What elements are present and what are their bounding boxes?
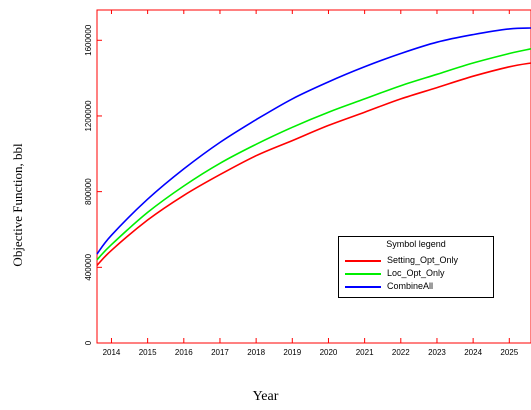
x-tick-label: 2021 [356, 348, 374, 357]
x-axis-label: Year [252, 389, 279, 404]
legend: Symbol legend Setting_Opt_Only Loc_Opt_O… [338, 236, 494, 298]
legend-swatch-setting-opt-only [345, 260, 381, 262]
series-line-setting-opt-only [96, 62, 531, 266]
x-tick-label: 2019 [283, 348, 301, 357]
x-tick-label: 2022 [392, 348, 410, 357]
x-tick-label: 2017 [211, 348, 229, 357]
y-tick-label: 1200000 [84, 100, 93, 132]
x-tick-label: 2020 [320, 348, 338, 357]
legend-label-loc-opt-only: Loc_Opt_Only [387, 268, 445, 278]
y-tick-label: 400000 [84, 253, 93, 280]
x-tick-label: 2015 [139, 348, 157, 357]
legend-title: Symbol legend [386, 239, 446, 249]
x-tick-label: 2018 [247, 348, 265, 357]
x-tick-label: 2023 [428, 348, 446, 357]
x-tick-label: 2016 [175, 348, 193, 357]
x-tick-label: 2014 [103, 348, 121, 357]
legend-label-combineall: CombineAll [387, 281, 434, 291]
legend-swatch-combineall [345, 286, 381, 288]
series-lines [96, 27, 531, 266]
series-line-combineall [96, 27, 531, 255]
x-tick-label: 2024 [464, 348, 482, 357]
y-axis-label: Objective Function, bbl [10, 143, 25, 267]
legend-label-setting-opt-only: Setting_Opt_Only [387, 255, 459, 265]
x-axis-ticks: 2014 2015 2016 2017 2018 2019 2020 2021 2022 2023… [103, 10, 519, 357]
y-tick-label: 1600000 [84, 24, 93, 56]
y-tick-label: 0 [84, 340, 93, 345]
x-tick-label: 2025 [500, 348, 518, 357]
y-tick-label: 800000 [84, 178, 93, 205]
legend-swatch-loc-opt-only [345, 273, 381, 275]
y-axis-ticks: 0 400000 800000 1200000 1600000 [84, 24, 102, 345]
series-line-loc-opt-only [96, 48, 531, 261]
plot-frame [96, 9, 531, 344]
